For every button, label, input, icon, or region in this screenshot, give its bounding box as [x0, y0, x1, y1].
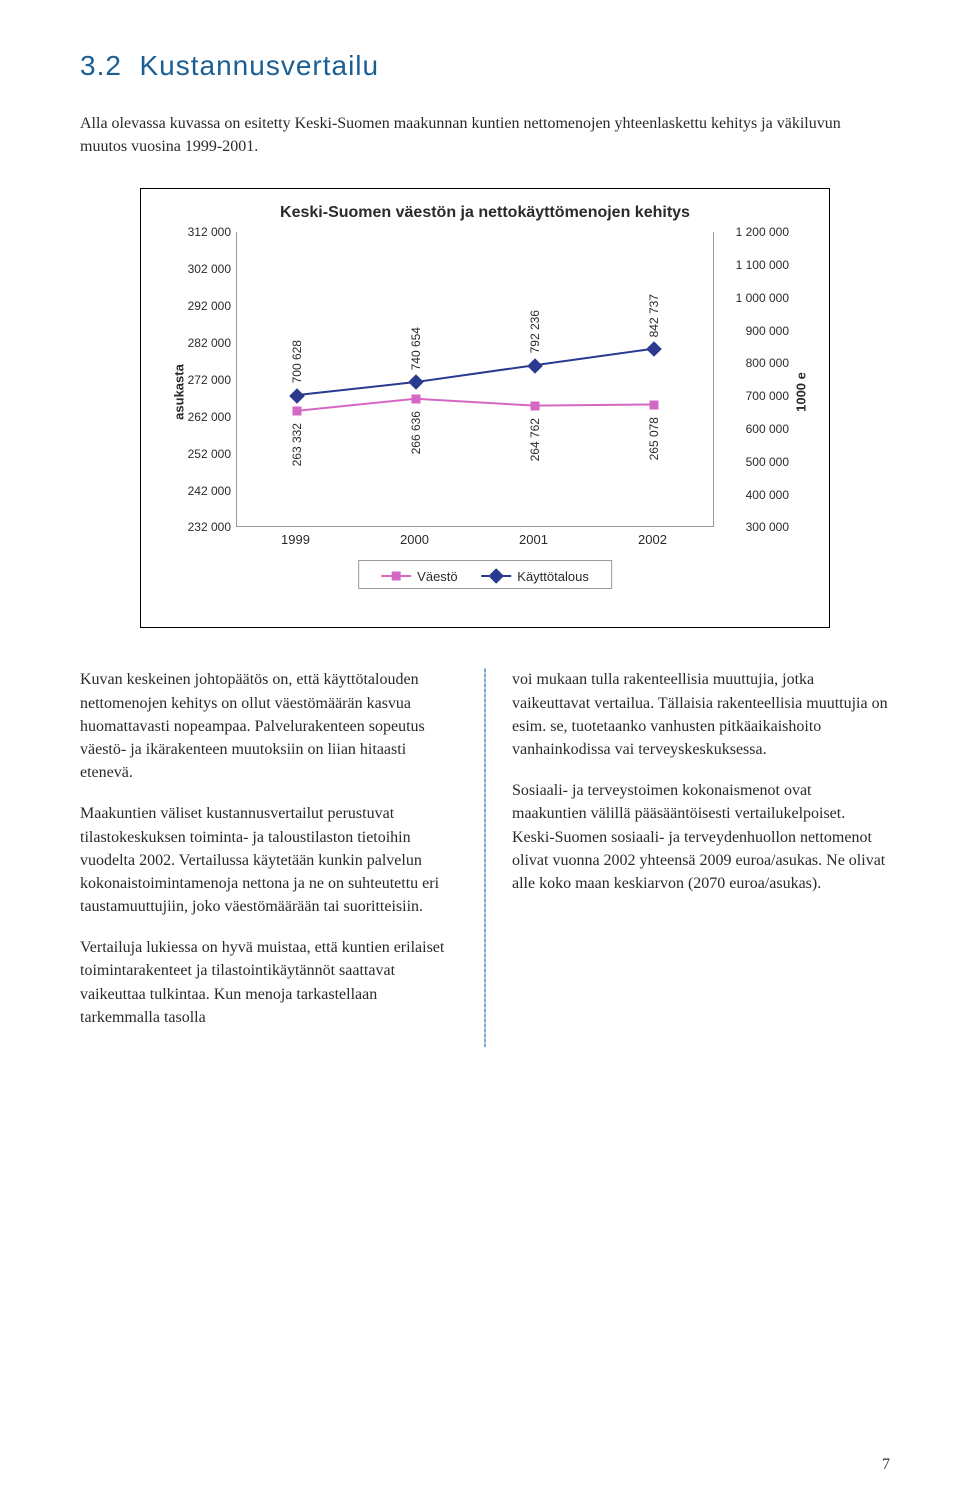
section-number: 3.2 [80, 50, 122, 81]
y-right-tick: 1 000 000 [719, 292, 789, 304]
x-tick: 1999 [281, 532, 310, 547]
marker-square [530, 401, 539, 410]
y-right-tick: 900 000 [719, 325, 789, 337]
legend-label-kaytto: Käyttötalous [517, 569, 589, 584]
column-left: Kuvan keskeinen johtopäätös on, että käy… [80, 668, 458, 1047]
y-left-tick: 312 000 [176, 226, 231, 238]
y-right-tick: 700 000 [719, 390, 789, 402]
y-right-ticks: 1 200 0001 100 0001 000 000900 000800 00… [719, 232, 789, 527]
data-label: 842 737 [647, 294, 661, 337]
data-label: 740 654 [409, 327, 423, 370]
y-right-tick: 1 200 000 [719, 226, 789, 238]
series-line [297, 349, 654, 395]
chart-legend: Väestö Käyttötalous [358, 560, 612, 589]
para: Kuvan keskeinen johtopäätös on, että käy… [80, 668, 458, 784]
chart-container: Keski-Suomen väestön ja nettokäyttömenoj… [140, 188, 830, 628]
x-tick: 2000 [400, 532, 429, 547]
data-label: 792 236 [528, 310, 542, 353]
chart-body: asukasta 1000 e 312 000302 000292 000282… [161, 232, 809, 552]
intro-paragraph: Alla olevassa kuvassa on esitetty Keski-… [80, 112, 890, 158]
page-number: 7 [882, 1456, 890, 1474]
y-right-tick: 300 000 [719, 521, 789, 533]
para: Vertailuja lukiessa on hyvä muistaa, ett… [80, 936, 458, 1029]
legend-marker-diamond [489, 569, 505, 585]
y-right-tick: 800 000 [719, 357, 789, 369]
para: Maakuntien väliset kustannusvertailut pe… [80, 802, 458, 918]
para: voi mukaan tulla rakenteellisia muuttuji… [512, 668, 890, 761]
x-tick: 2002 [638, 532, 667, 547]
series-line [297, 399, 654, 411]
data-label: 263 332 [290, 423, 304, 466]
legend-swatch-vaesto [381, 575, 411, 577]
column-divider [484, 668, 486, 1047]
y-left-tick: 242 000 [176, 485, 231, 497]
legend-item-vaesto: Väestö [381, 569, 457, 584]
y-left-tick: 292 000 [176, 300, 231, 312]
legend-swatch-kaytto [481, 575, 511, 577]
section-title: Kustannusvertailu [140, 50, 380, 81]
data-label: 265 078 [647, 417, 661, 460]
para: Sosiaali- ja terveystoimen kokonaismenot… [512, 779, 890, 895]
y-left-tick: 252 000 [176, 448, 231, 460]
column-right: voi mukaan tulla rakenteellisia muuttuji… [512, 668, 890, 1047]
data-label: 264 762 [528, 418, 542, 461]
y-right-axis-label: 1000 e [794, 372, 809, 412]
y-right-tick: 500 000 [719, 456, 789, 468]
chart-title: Keski-Suomen väestön ja nettokäyttömenoj… [161, 204, 809, 222]
y-left-tick: 262 000 [176, 411, 231, 423]
y-right-tick: 400 000 [719, 489, 789, 501]
text-columns: Kuvan keskeinen johtopäätös on, että käy… [80, 668, 890, 1047]
x-tick: 2001 [519, 532, 548, 547]
marker-square [649, 400, 658, 409]
marker-square [411, 395, 420, 404]
y-right-tick: 600 000 [719, 423, 789, 435]
y-right-tick: 1 100 000 [719, 259, 789, 271]
section-heading: 3.2 Kustannusvertailu [80, 50, 890, 82]
legend-marker-square [392, 572, 401, 581]
data-label: 266 636 [409, 411, 423, 454]
legend-label-vaesto: Väestö [417, 569, 457, 584]
data-label: 700 628 [290, 340, 304, 383]
y-left-tick: 302 000 [176, 263, 231, 275]
marker-square [292, 407, 301, 416]
legend-item-kaytto: Käyttötalous [481, 569, 589, 584]
y-left-tick: 232 000 [176, 521, 231, 533]
plot-lines [237, 232, 713, 526]
x-ticks: 1999 2000 2001 2002 [236, 532, 714, 552]
y-left-ticks: 312 000302 000292 000282 000272 000262 0… [176, 232, 231, 527]
y-left-tick: 272 000 [176, 374, 231, 386]
y-left-tick: 282 000 [176, 337, 231, 349]
plot-area: 263 332 266 636 264 762 265 078 700 628 740 6… [236, 232, 714, 527]
